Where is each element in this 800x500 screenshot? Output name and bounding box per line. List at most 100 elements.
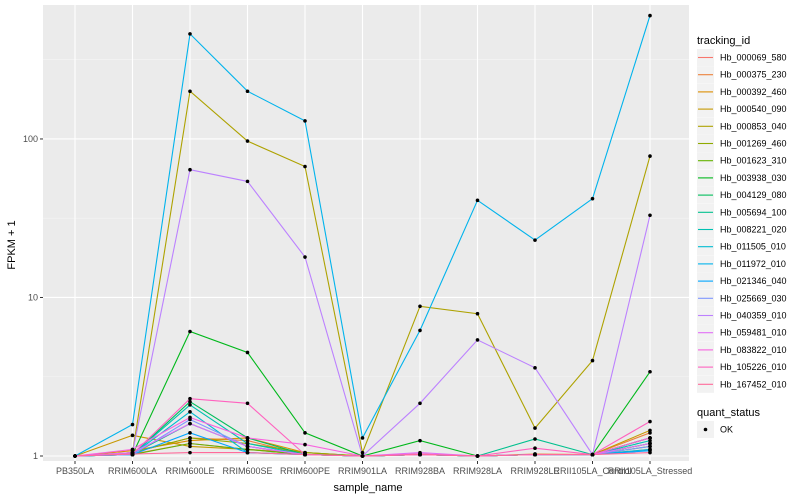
data-point xyxy=(648,213,652,218)
legend2-items: OK xyxy=(697,421,733,438)
data-point xyxy=(590,196,595,201)
data-point xyxy=(418,438,422,443)
data-point xyxy=(533,366,537,370)
data-point xyxy=(533,238,537,242)
x-tick-label: RRII105LA_Stressed xyxy=(608,466,693,476)
legend-label: Hb_000853_040 xyxy=(720,121,787,131)
legend-label: Hb_059481_010 xyxy=(720,328,787,338)
legend-label: Hb_025669_030 xyxy=(720,293,787,303)
data-point xyxy=(245,89,250,94)
legend-label: Hb_011505_010 xyxy=(720,242,786,252)
data-point xyxy=(245,401,250,406)
data-point xyxy=(590,452,595,457)
data-point xyxy=(303,255,307,259)
data-point xyxy=(188,436,192,440)
data-point xyxy=(418,304,422,309)
data-point xyxy=(245,447,250,452)
data-point xyxy=(648,369,652,374)
data-point xyxy=(188,415,192,420)
data-point xyxy=(188,167,192,172)
data-point xyxy=(533,452,537,457)
data-point xyxy=(130,452,135,456)
x-tick-label: RRIM600SE xyxy=(222,466,272,476)
legend-label: Hb_011972_010 xyxy=(720,259,786,269)
data-point xyxy=(475,311,480,316)
x-tick-label: RRIM901LA xyxy=(338,466,387,476)
legend-label: Hb_000375_230 xyxy=(720,70,787,80)
data-point xyxy=(245,436,250,440)
legend-label: Hb_004129_080 xyxy=(720,190,787,200)
data-point xyxy=(360,454,365,458)
data-point xyxy=(418,452,422,457)
legend: tracking_id Hb_000069_580Hb_000375_230Hb… xyxy=(697,35,787,438)
data-point xyxy=(188,444,192,449)
data-point xyxy=(130,433,135,438)
grid-lines xyxy=(43,5,689,461)
y-axis-title: FPKM + 1 xyxy=(6,220,18,269)
legend-label: Hb_000392_460 xyxy=(720,87,787,97)
data-point xyxy=(188,399,192,404)
data-point xyxy=(188,438,192,443)
panel-background xyxy=(43,5,689,461)
data-point xyxy=(303,452,307,457)
data-point xyxy=(245,179,250,184)
data-point xyxy=(188,32,192,36)
y-tick-label: 100 xyxy=(23,134,38,144)
data-point xyxy=(188,403,192,407)
legend-title: tracking_id xyxy=(697,35,750,47)
legend-label: Hb_083822_010 xyxy=(720,345,787,355)
data-point xyxy=(303,119,307,123)
data-point xyxy=(245,444,250,449)
legend-label: Hb_005694_100 xyxy=(720,207,787,217)
x-tick-label: RRII105LA_Control xyxy=(553,466,631,476)
data-point xyxy=(188,329,192,334)
data-point xyxy=(188,396,192,401)
data-point xyxy=(648,436,652,440)
legend2-label: OK xyxy=(720,425,733,435)
data-point xyxy=(475,454,480,458)
data-point xyxy=(360,436,365,440)
data-point xyxy=(303,164,307,169)
legend-label: Hb_000540_090 xyxy=(720,104,787,114)
legend-label: Hb_008221_020 xyxy=(720,225,787,235)
data-point xyxy=(188,89,192,94)
data-point xyxy=(245,450,250,455)
x-tick-label: RRIM928LA xyxy=(453,466,502,476)
data-point xyxy=(130,422,135,427)
data-point xyxy=(303,442,307,447)
data-point xyxy=(648,450,652,455)
data-point xyxy=(245,350,250,355)
data-point xyxy=(648,441,652,446)
data-point xyxy=(245,441,250,446)
data-point xyxy=(475,338,480,342)
legend-label: Hb_105226_010 xyxy=(720,362,787,372)
legend-label: Hb_021346_040 xyxy=(720,276,787,286)
x-tick-label: RRIM928BA xyxy=(395,466,445,476)
data-point xyxy=(303,431,307,435)
data-point xyxy=(533,426,537,430)
data-points xyxy=(73,13,652,458)
legend-label: Hb_003938_030 xyxy=(720,173,787,183)
legend2-key-point xyxy=(703,427,708,432)
x-tick-label: RRIM600PE xyxy=(280,466,330,476)
data-point xyxy=(130,447,135,452)
legend-label: Hb_167452_010 xyxy=(720,379,787,389)
data-point xyxy=(245,139,250,143)
data-point xyxy=(188,421,192,426)
data-point xyxy=(533,446,537,451)
x-tick-label: RRIM928LE xyxy=(510,466,559,476)
data-point xyxy=(648,13,652,18)
data-point xyxy=(475,198,480,203)
data-point xyxy=(590,358,595,363)
y-tick-label: 1 xyxy=(33,451,38,461)
data-point xyxy=(648,428,652,433)
legend2-title: quant_status xyxy=(697,407,760,419)
data-point xyxy=(73,454,77,458)
data-point xyxy=(648,419,652,424)
data-point xyxy=(648,438,652,443)
data-point xyxy=(188,441,192,446)
legend-label: Hb_001623_310 xyxy=(720,156,787,166)
legend-label: Hb_001269_460 xyxy=(720,139,787,149)
data-point xyxy=(648,154,652,158)
